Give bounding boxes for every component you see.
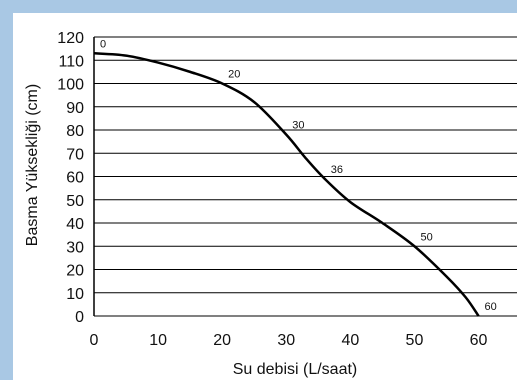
y-tick-label: 40 xyxy=(66,216,84,233)
point-label: 0 xyxy=(100,38,106,50)
y-tick-label: 90 xyxy=(66,100,84,117)
point-label: 60 xyxy=(485,301,497,313)
y-tick-label: 20 xyxy=(66,263,84,280)
point-labels: 0 20 30 36 50 60 xyxy=(100,38,497,313)
frame-border-top xyxy=(0,0,517,13)
y-tick-label: 120 xyxy=(57,30,84,47)
y-tick-label: 0 xyxy=(75,309,84,326)
x-tick-labels: 0 10 20 30 40 50 60 xyxy=(90,332,488,349)
pump-curve xyxy=(93,52,480,317)
y-tick-label: 70 xyxy=(66,146,84,163)
y-tick-label: 110 xyxy=(58,53,84,70)
x-tick-label: 50 xyxy=(406,332,424,349)
y-tick-labels: 0 10 20 30 40 50 60 70 80 90 100 110 120 xyxy=(57,30,84,326)
x-tick-label: 10 xyxy=(149,332,167,349)
gridlines xyxy=(94,36,517,317)
x-tick-label: 0 xyxy=(90,332,99,349)
point-label: 20 xyxy=(228,69,240,81)
y-tick-label: 50 xyxy=(66,193,84,210)
frame-border-left xyxy=(0,0,13,380)
plot-background xyxy=(13,13,517,380)
x-tick-label: 40 xyxy=(341,332,359,349)
y-tick-label: 60 xyxy=(66,170,84,187)
y-tick-label: 30 xyxy=(66,239,84,256)
point-label: 36 xyxy=(331,164,343,176)
series-line xyxy=(93,52,480,317)
y-tick-label: 80 xyxy=(66,123,84,140)
x-tick-label: 30 xyxy=(277,332,295,349)
x-axis-label: Su debisi (L/saat) xyxy=(233,361,358,378)
y-axis-label: Basma Yüksekliği (cm) xyxy=(24,84,41,246)
point-label: 50 xyxy=(420,231,432,243)
y-tick-label: 10 xyxy=(66,286,84,303)
y-tick-label: 100 xyxy=(57,77,84,94)
x-tick-label: 20 xyxy=(213,332,231,349)
point-label: 30 xyxy=(292,120,304,132)
x-tick-label: 60 xyxy=(470,332,488,349)
